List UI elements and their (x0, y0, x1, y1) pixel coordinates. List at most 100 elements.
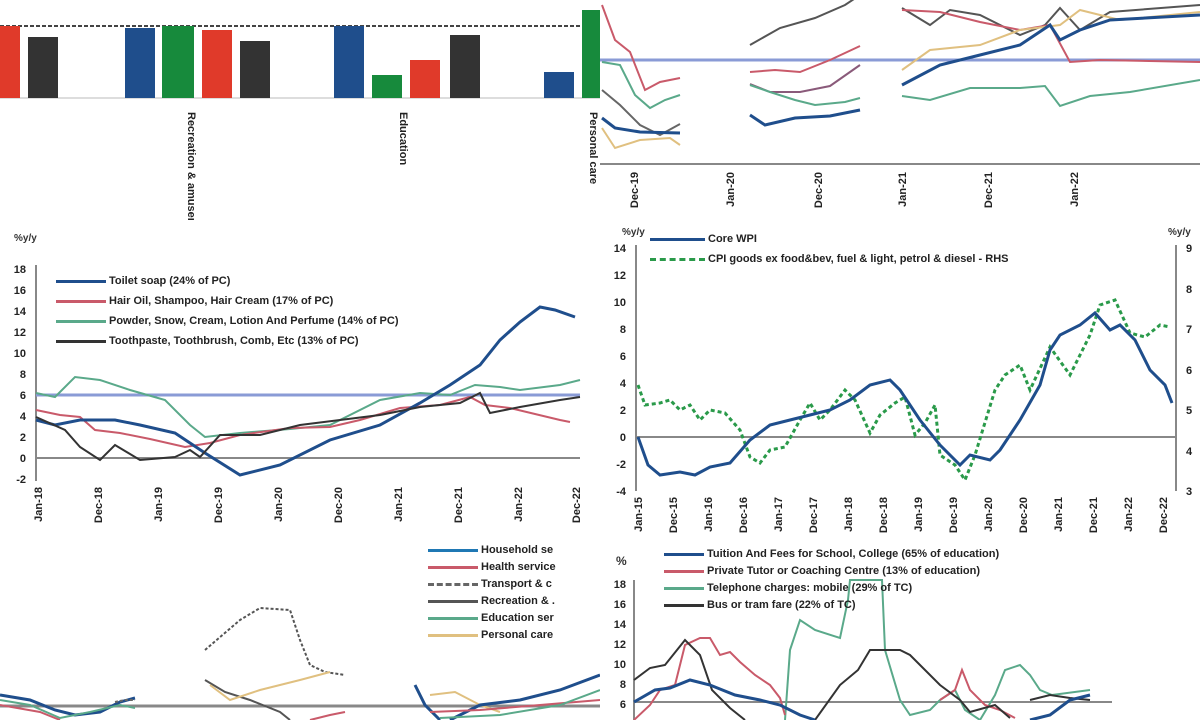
category-label: Personal care (587, 112, 599, 184)
legend-item: Household se (428, 542, 556, 559)
series-telephone (784, 579, 1091, 720)
legend-label: Telephone charges: mobile (29% of TC) (707, 582, 913, 594)
svg-text:Jan-21: Jan-21 (393, 487, 405, 522)
education-chart-panel: % 18 16 14 12 10 8 6 Tuition And Fees for Sc… (600, 540, 1200, 720)
legend-item: Hair Oil, Shampoo, Hair Cream (17% of PC… (56, 291, 399, 311)
series-personal-care (209, 671, 331, 702)
legend-swatch (56, 299, 106, 303)
svg-text:16: 16 (614, 599, 626, 611)
left-y-tick-labels: 14 12 10 8 6 4 2 0 -2 -4 (614, 243, 627, 498)
core-wpi-chart: 14 12 10 8 6 4 2 0 -2 -4 9 8 7 6 5 4 3 Jan-15 Dec-… (614, 243, 1193, 533)
legend-swatch (428, 634, 478, 637)
x-tick-label: Jan-22 (1069, 172, 1081, 207)
bar (202, 30, 232, 98)
legend-label: Tuition And Fees for School, College (65… (707, 548, 1000, 560)
legend-item: Telephone charges: mobile (29% of TC) (664, 580, 999, 597)
legend-swatch (56, 279, 106, 283)
svg-text:16: 16 (14, 285, 26, 297)
legend-item: Transport & c (428, 576, 556, 593)
svg-text:0: 0 (620, 432, 626, 444)
legend-swatch (664, 587, 704, 590)
right-axis-unit: %y/y (1168, 227, 1191, 238)
svg-text:Jan-19: Jan-19 (153, 487, 165, 522)
top-right-line-chart: Dec-19 Jan-20 Dec-20 Jan-21 Dec-21 Jan-2… (600, 0, 1200, 208)
legend-swatch (428, 566, 478, 569)
svg-text:Jan-20: Jan-20 (983, 497, 995, 532)
svg-text:10: 10 (14, 348, 26, 360)
legend-swatch (56, 339, 106, 343)
legend-item: Personal care (428, 627, 556, 644)
bar (125, 28, 155, 98)
svg-text:Jan-16: Jan-16 (703, 497, 715, 532)
svg-text:Jan-19: Jan-19 (913, 497, 925, 532)
bar (582, 10, 600, 98)
svg-text:10: 10 (614, 659, 626, 671)
core-wpi-legend: Core WPI CPI goods ex food&bev, fuel & l… (650, 229, 1009, 269)
category-label: Education (397, 112, 409, 165)
svg-text:Dec-19: Dec-19 (213, 487, 225, 523)
svg-text:6: 6 (1186, 365, 1192, 377)
legend-label: Toothpaste, Toothbrush, Comb, Etc (13% o… (109, 335, 359, 347)
svg-text:8: 8 (620, 679, 626, 691)
svg-text:Dec-21: Dec-21 (1088, 497, 1100, 533)
legend-label: Household se (481, 544, 554, 556)
svg-text:Dec-15: Dec-15 (668, 497, 680, 533)
svg-text:4: 4 (20, 411, 27, 423)
svg-text:14: 14 (14, 306, 27, 318)
svg-text:Jan-22: Jan-22 (513, 487, 525, 522)
x-tick-label: Jan-21 (897, 172, 909, 207)
legend-item: Toilet soap (24% of PC) (56, 271, 399, 291)
svg-text:Dec-22: Dec-22 (1158, 497, 1170, 533)
legend-label: Powder, Snow, Cream, Lotion And Perfume … (109, 315, 399, 327)
services-chart-panel: Household se Health service Transport & … (0, 540, 600, 720)
legend-item: CPI goods ex food&bev, fuel & light, pet… (650, 249, 1009, 269)
svg-text:2: 2 (20, 432, 26, 444)
legend-swatch (650, 257, 705, 261)
legend-swatch (664, 553, 704, 556)
svg-text:9: 9 (1186, 243, 1192, 255)
svg-text:Jan-15: Jan-15 (633, 497, 645, 532)
svg-text:8: 8 (1186, 284, 1192, 296)
series-private-tutor (633, 637, 786, 720)
y-tick-labels: 18 16 14 12 10 8 6 (614, 579, 627, 711)
x-tick-label: Dec-20 (813, 172, 825, 208)
bar-chart: Recreation & amusement Education Persona… (0, 10, 600, 220)
y-axis-unit: % (616, 554, 627, 568)
legend-item: Powder, Snow, Cream, Lotion And Perfume … (56, 311, 399, 331)
legend-item: Recreation & . (428, 593, 556, 610)
legend-item: Tuition And Fees for School, College (65… (664, 546, 999, 563)
svg-text:10: 10 (614, 297, 626, 309)
series-recreation (204, 679, 291, 720)
svg-text:Jan-21: Jan-21 (1053, 497, 1065, 532)
legend-label: Personal care (481, 629, 554, 641)
legend-item: Health service (428, 559, 556, 576)
svg-text:Jan-17: Jan-17 (773, 497, 785, 532)
legend-label: Recreation & . (481, 595, 555, 607)
personal-care-chart: 18 16 14 12 10 8 6 4 2 0 -2 Jan-18 Dec-18 Jan-1… (14, 264, 583, 523)
svg-text:Jan-18: Jan-18 (33, 487, 45, 522)
bar (240, 41, 270, 98)
personal-care-legend: Toilet soap (24% of PC) Hair Oil, Shampo… (56, 271, 399, 351)
legend-label: Toilet soap (24% of PC) (109, 275, 231, 287)
svg-text:18: 18 (14, 264, 26, 276)
legend-label: Bus or tram fare (22% of TC) (707, 599, 856, 611)
svg-text:Jan-18: Jan-18 (843, 497, 855, 532)
legend-swatch (664, 570, 704, 573)
svg-text:7: 7 (1186, 324, 1192, 336)
svg-text:-4: -4 (616, 486, 627, 498)
legend-swatch (428, 617, 478, 620)
svg-text:4: 4 (1186, 446, 1193, 458)
series-transport (204, 606, 346, 676)
svg-text:12: 12 (614, 639, 626, 651)
legend-label: Education ser (481, 612, 554, 624)
svg-text:3: 3 (1186, 486, 1192, 498)
legend-swatch (56, 319, 106, 323)
legend-item: Education ser (428, 610, 556, 627)
svg-text:18: 18 (614, 579, 626, 591)
personal-care-chart-panel: %y/y 18 16 14 12 10 8 6 4 2 0 -2 Jan-18 Dec-18 … (0, 225, 600, 545)
y-axis-unit: %y/y (14, 233, 37, 244)
svg-text:Dec-22: Dec-22 (571, 487, 583, 523)
services-chart (0, 606, 600, 720)
legend-item: Toothpaste, Toothbrush, Comb, Etc (13% o… (56, 331, 399, 351)
svg-text:4: 4 (620, 378, 627, 390)
